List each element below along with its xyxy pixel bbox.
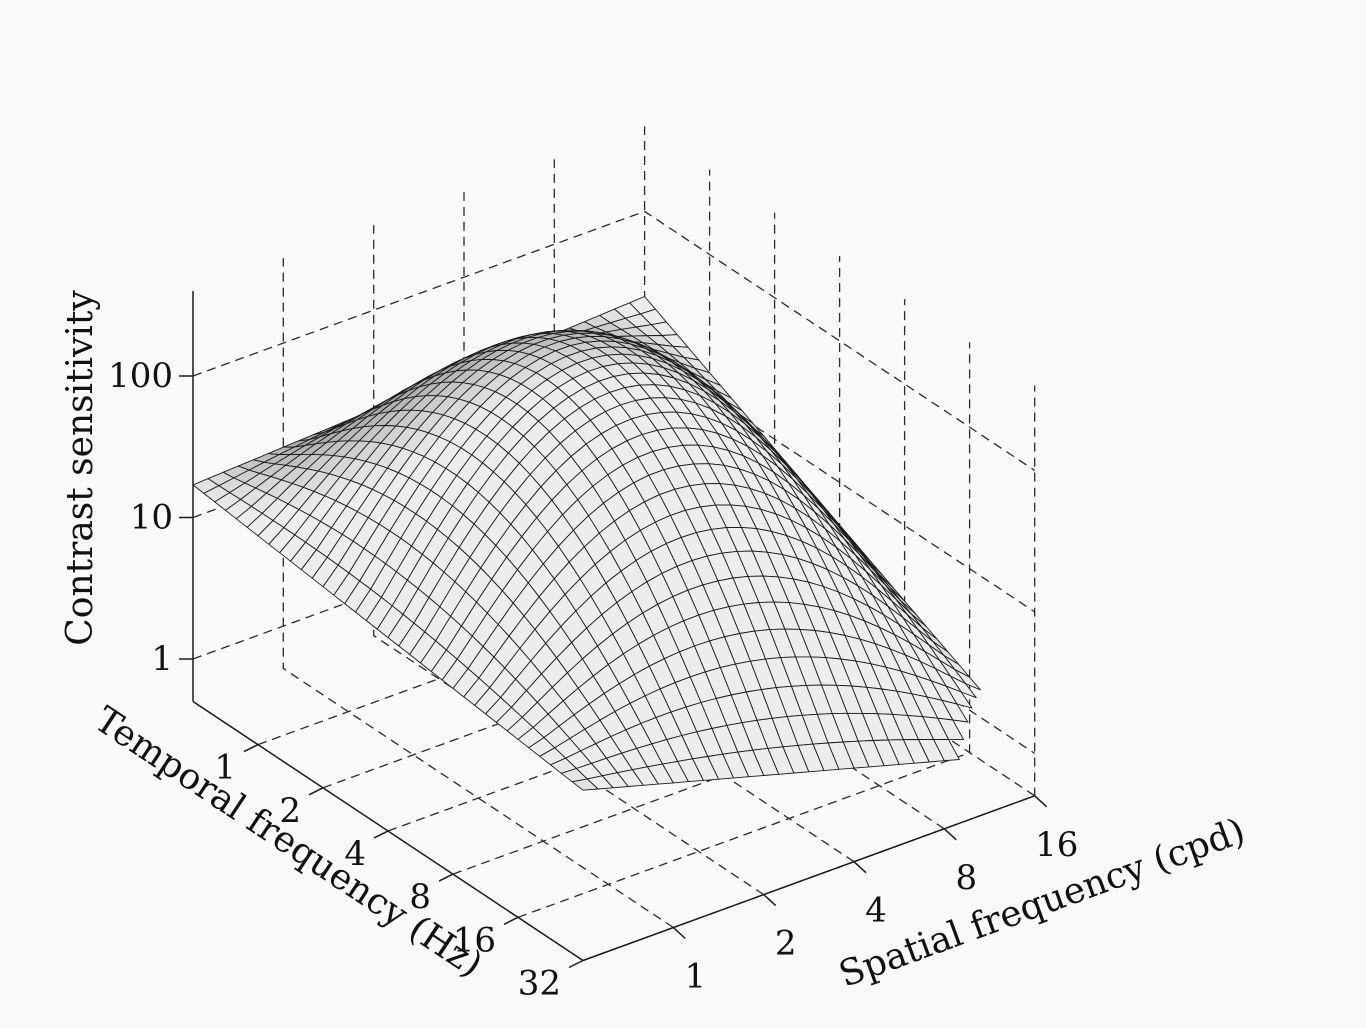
axis-ticks <box>179 375 1048 969</box>
z-gridline-100 <box>192 210 1036 471</box>
temporal-tick-8 <box>438 873 454 882</box>
temporal-tick-32 <box>568 959 584 969</box>
spatial-axis-line <box>582 795 1035 962</box>
spatial-tick-4 <box>853 861 867 874</box>
temporal-tick-label-4: 4 <box>344 834 366 874</box>
z-tick-label-10: 10 <box>130 498 173 538</box>
spatial-tick-label-1: 1 <box>684 957 706 997</box>
temporal-tick-label-2: 2 <box>279 791 301 831</box>
surface-cell-0-35 <box>571 778 599 791</box>
spatial-tick-16 <box>1034 795 1048 808</box>
spatial-tick-label-8: 8 <box>955 858 977 898</box>
z-tick-label-1: 1 <box>151 639 173 679</box>
spatial-tick-2 <box>763 894 777 907</box>
spatial-tick-1 <box>672 926 686 940</box>
temporal-tick-label-1: 1 <box>214 748 236 788</box>
temporal-tick-2 <box>308 787 324 796</box>
z-axis-title: Contrast sensitivity <box>60 290 101 646</box>
temporal-tick-label-32: 32 <box>518 964 561 1004</box>
spatial-tick-8 <box>943 828 957 841</box>
spatial-gridline-2 <box>373 225 765 896</box>
temporal-tick-1 <box>243 743 259 753</box>
temporal-tick-4 <box>373 830 389 839</box>
z-tick-label-100: 100 <box>108 356 173 396</box>
temporal-tick-label-16: 16 <box>453 920 496 960</box>
spatial-tick-label-4: 4 <box>865 891 887 931</box>
spatial-gridline-1 <box>282 258 674 929</box>
temporal-tick-16 <box>503 916 519 925</box>
spatial-tick-label-16: 16 <box>1035 825 1078 865</box>
temporal-tick-label-8: 8 <box>409 877 431 917</box>
spatial-tick-label-2: 2 <box>775 924 797 964</box>
temporal-axis-title: Temporal frequency (Hz) <box>87 699 489 985</box>
sensitivity-surface <box>192 296 981 791</box>
